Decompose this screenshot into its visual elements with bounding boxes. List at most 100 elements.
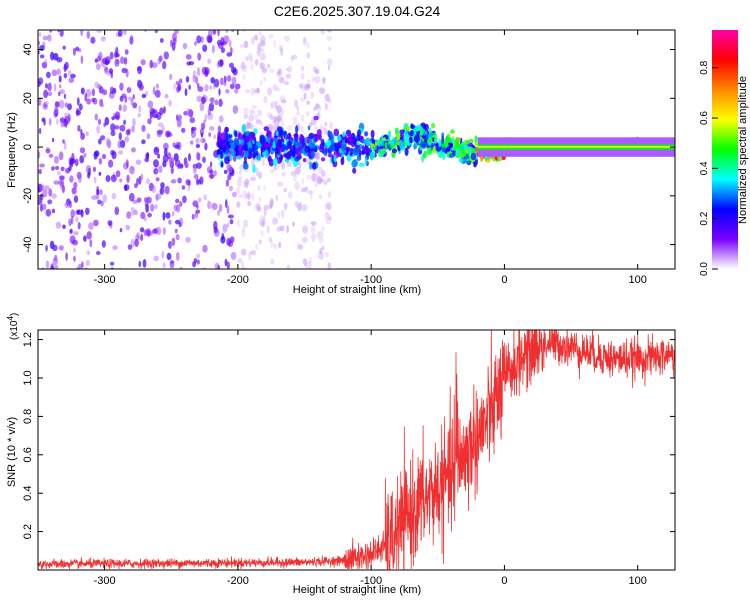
spectrogram-cell	[75, 46, 80, 52]
spectrogram-cell	[255, 119, 262, 125]
spectrogram-cell	[228, 0, 231, 2]
spectrogram-cell	[310, 225, 316, 234]
spectrogram-cell	[69, 161, 74, 168]
spectrogram-cell	[67, 103, 72, 111]
spectrogram-cell	[217, 264, 220, 269]
spectrogram-cell	[182, 195, 187, 204]
spectrogram-cell	[145, 178, 151, 185]
spectrogram-cell	[310, 221, 317, 226]
spectrogram-cell	[119, 178, 123, 183]
spectrogram-cell	[56, 68, 61, 76]
spectrogram-cell	[188, 335, 194, 342]
spectrogram-cell	[197, 197, 202, 203]
spectrogram-cell	[195, 0, 200, 5]
spectrogram-cell	[300, 65, 305, 72]
spectrogram-cell	[222, 223, 228, 233]
spectrogram-cell	[302, 258, 307, 265]
spectrogram-cell	[230, 143, 236, 149]
spectrogram-cell	[274, 147, 279, 155]
spectrogram-cell	[154, 0, 159, 4]
spectrogram-cell	[80, 87, 85, 95]
spectrogram-cell	[296, 106, 300, 112]
spectrogram-cell	[102, 89, 108, 96]
spectrogram-cell	[429, 146, 432, 153]
spectrogram-cell	[235, 148, 238, 157]
spectrogram-cell	[153, 445, 159, 449]
spectrogram-cell	[77, 222, 81, 230]
spectrogram-cell	[250, 36, 256, 45]
spectrogram-cell	[179, 1, 184, 9]
spectrogram-cell	[135, 368, 141, 373]
spectrogram-cell	[96, 30, 103, 33]
spectrogram-cell	[167, 132, 173, 137]
spectrogram-cell	[102, 153, 106, 160]
spectrogram-cell	[38, 168, 42, 175]
spectrogram-cell	[179, 266, 183, 269]
spectrogram-cell	[270, 239, 274, 249]
spectrogram-cell	[227, 214, 234, 219]
spectrogram-cell	[151, 62, 158, 69]
spectrogram-cell	[311, 76, 316, 82]
colorbar-label: Normalized spectral amplitude	[737, 76, 749, 224]
spectrogram-cell	[261, 219, 265, 228]
spectrogram-cell	[158, 0, 163, 6]
spectrogram-cell	[310, 151, 316, 158]
spectrogram-cell	[179, 78, 183, 84]
spectrogram-cell	[155, 192, 162, 200]
spectrogram-cell	[75, 107, 80, 117]
spectrogram-cell	[118, 104, 122, 112]
spectrogram-cell	[52, 52, 59, 61]
spectrogram-cell	[228, 134, 233, 139]
spectrogram-cell	[326, 202, 332, 211]
spectrogram-cell	[256, 142, 262, 147]
spectrogram-cell	[311, 233, 316, 243]
spectrogram-cell	[287, 191, 293, 199]
spectrogram-cell	[168, 240, 172, 249]
spectrogram-cell	[235, 144, 239, 150]
spectrogram-cell	[404, 130, 408, 137]
spectrogram-cell	[179, 389, 184, 396]
spectrogram-cell	[286, 264, 290, 269]
spectrogram-cell	[277, 68, 282, 76]
spectrogram-cell	[208, 4, 211, 12]
spectrogram-cell	[364, 131, 369, 137]
spectrogram-cell	[338, 148, 342, 154]
spectrogram-cell	[72, 239, 79, 246]
spectrogram-cell	[284, 35, 290, 43]
spectrogram-cell	[236, 218, 240, 227]
spectrogram-cell	[111, 116, 115, 121]
spectrogram-cell	[126, 211, 132, 219]
spectrogram-cell	[226, 13, 229, 20]
spectrogram-cell	[216, 140, 223, 148]
spectrogram-cell	[303, 258, 308, 267]
spectrogram-cell	[241, 123, 247, 133]
spectrogram-cell	[387, 130, 392, 138]
spectrogram-cell	[272, 354, 277, 363]
spectrogram-cell	[162, 160, 167, 168]
spectrogram-cell	[64, 115, 70, 125]
spectrogram-cell	[129, 34, 134, 42]
spectrogram-cell	[273, 317, 276, 323]
spectrogram-cell	[474, 135, 478, 143]
spectrogram-cell	[243, 40, 249, 49]
spectrogram-cell	[256, 301, 259, 306]
spectrogram-cell	[161, 251, 165, 259]
spectrogram-cell	[310, 118, 317, 126]
spectrogram-cell	[236, 186, 241, 195]
spectrogram-cell	[315, 152, 320, 162]
spectrogram-cell	[195, 162, 202, 169]
spectrogram-cell	[260, 40, 266, 47]
spectrogram-cell	[404, 147, 409, 157]
spectrogram-cell	[275, 194, 279, 201]
spectrogram-cell	[78, 174, 82, 183]
spectrogram-cell	[370, 129, 375, 139]
spectrogram-cell	[202, 156, 206, 163]
spectrogram-cell	[41, 61, 48, 69]
spectrogram-cell	[152, 308, 158, 314]
spectrogram-cell	[293, 133, 299, 142]
spectrogram-cell	[132, 94, 135, 100]
spectrogram-cell	[224, 258, 228, 267]
spectrogram-cell	[328, 131, 333, 140]
spectrogram-cell	[110, 174, 117, 183]
spectrogram-cell	[44, 101, 49, 106]
